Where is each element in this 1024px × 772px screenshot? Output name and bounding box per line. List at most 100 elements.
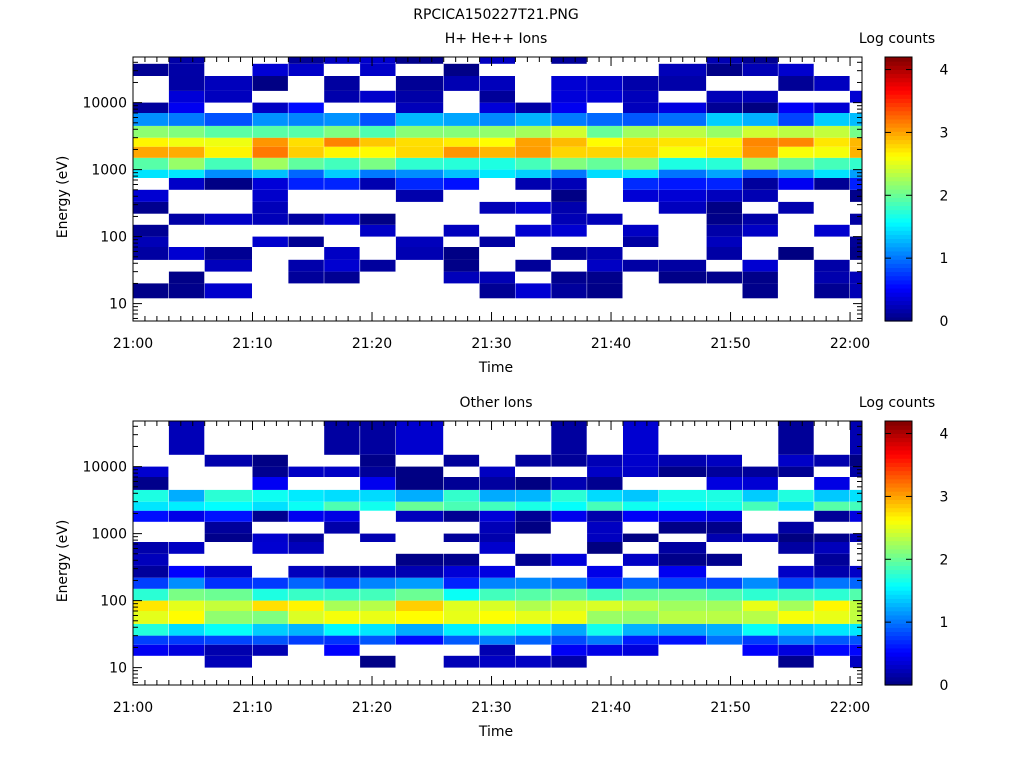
heatmap-cell	[814, 113, 850, 126]
colorbar-step	[885, 672, 912, 678]
heatmap-cell	[443, 533, 480, 542]
heatmap-cell	[204, 655, 252, 668]
heatmap-cell	[395, 553, 444, 566]
colorbar-step	[885, 234, 912, 240]
heatmap-cell	[778, 466, 814, 477]
heatmap-cell	[443, 454, 480, 467]
heatmap-cell	[706, 454, 742, 467]
heatmap-cell	[288, 178, 324, 190]
heatmap-cell	[360, 635, 396, 645]
heatmap-cell	[706, 157, 742, 170]
colorbar-step	[885, 143, 912, 149]
heatmap-cell	[204, 283, 252, 299]
x-tick-label: 22:00	[830, 336, 870, 352]
heatmap-cell	[443, 510, 480, 522]
heatmap-cell	[479, 635, 515, 645]
heatmap-cell	[479, 565, 515, 578]
heatmap-cell	[778, 655, 814, 668]
heatmap-cell	[324, 489, 360, 502]
heatmap-cell	[252, 644, 288, 656]
colorbar-step	[885, 610, 912, 616]
heatmap-cell	[324, 644, 360, 656]
heatmap-cell	[288, 577, 324, 589]
heatmap-cell	[168, 125, 205, 138]
heatmap-cell	[288, 169, 324, 178]
heatmap-cell	[658, 189, 707, 202]
heatmap-cell	[133, 510, 169, 522]
heatmap-cell	[324, 137, 360, 147]
colorbar-step	[885, 606, 912, 612]
heatmap-cell	[168, 644, 205, 656]
heatmap-cell	[551, 76, 587, 91]
heatmap-cell	[204, 125, 252, 138]
colorbar-step	[885, 511, 912, 517]
colorbar-step	[885, 81, 912, 87]
colorbar-step	[885, 90, 912, 95]
heatmap-cell	[443, 588, 480, 601]
heatmap-cell	[742, 635, 778, 645]
colorbar-step	[885, 57, 912, 62]
heatmap-cell	[515, 178, 551, 190]
heatmap-cell	[587, 169, 623, 178]
colorbar-step	[885, 478, 912, 484]
heatmap-cell	[515, 588, 551, 601]
heatmap-cell	[479, 146, 515, 158]
colorbar-step	[885, 267, 912, 273]
heatmap-cell	[360, 577, 396, 589]
heatmap-cell	[814, 477, 850, 490]
heatmap-cell	[515, 454, 551, 467]
heatmap-cell	[706, 224, 742, 237]
heatmap-cell	[252, 533, 288, 542]
heatmap-cell	[168, 178, 205, 190]
colorbar-step	[885, 61, 912, 66]
heatmap-cell	[168, 76, 205, 91]
heatmap-cell	[587, 510, 623, 522]
heatmap-cell	[658, 125, 707, 138]
heatmap-cell	[168, 489, 205, 502]
y-tick-label: 10	[109, 661, 127, 677]
heatmap-cell	[324, 623, 360, 636]
heatmap-cell	[133, 146, 169, 158]
heatmap-cell	[551, 137, 587, 147]
colorbar-step	[885, 470, 912, 476]
heatmap-cell	[252, 623, 288, 636]
heatmap-cell	[288, 565, 324, 578]
colorbar-step	[885, 238, 912, 244]
heatmap-cell	[551, 247, 587, 260]
heatmap-cell	[850, 510, 862, 522]
heatmap-cell	[850, 213, 862, 225]
heatmap-cell	[252, 157, 288, 170]
colorbar-step	[885, 69, 912, 75]
heatmap-cell	[587, 542, 623, 554]
colorbar-step	[885, 590, 912, 595]
heatmap-cell	[168, 510, 205, 522]
heatmap-cell	[658, 454, 707, 467]
heatmap-cell	[623, 224, 659, 237]
heatmap-cell	[288, 137, 324, 147]
heatmap-cell	[360, 611, 396, 624]
heatmap-cell	[778, 623, 814, 636]
heatmap-cell	[168, 623, 205, 636]
heatmap-cell	[324, 421, 360, 455]
heatmap-cell	[850, 588, 862, 601]
x-tick-label: 21:30	[471, 336, 511, 352]
heatmap-cell	[168, 157, 205, 170]
heatmap-cell	[551, 169, 587, 178]
heatmap-cell	[395, 510, 444, 522]
heatmap-cell	[850, 157, 862, 170]
heatmap-cell	[551, 655, 587, 668]
heatmap-cell	[742, 113, 778, 126]
heatmap-cell	[479, 283, 515, 299]
heatmap-cell	[587, 611, 623, 624]
heatmap-cell	[479, 489, 515, 502]
heatmap-cell	[288, 489, 324, 502]
colorbar-step	[885, 164, 912, 169]
heatmap-cell	[443, 137, 480, 147]
heatmap-cell	[706, 600, 742, 611]
colorbar-step	[885, 660, 912, 665]
colorbar-step	[885, 565, 912, 571]
heatmap-cell	[778, 146, 814, 158]
heatmap-cell	[742, 489, 778, 502]
colorbar-step	[885, 528, 912, 533]
heatmap-cell	[252, 189, 288, 202]
